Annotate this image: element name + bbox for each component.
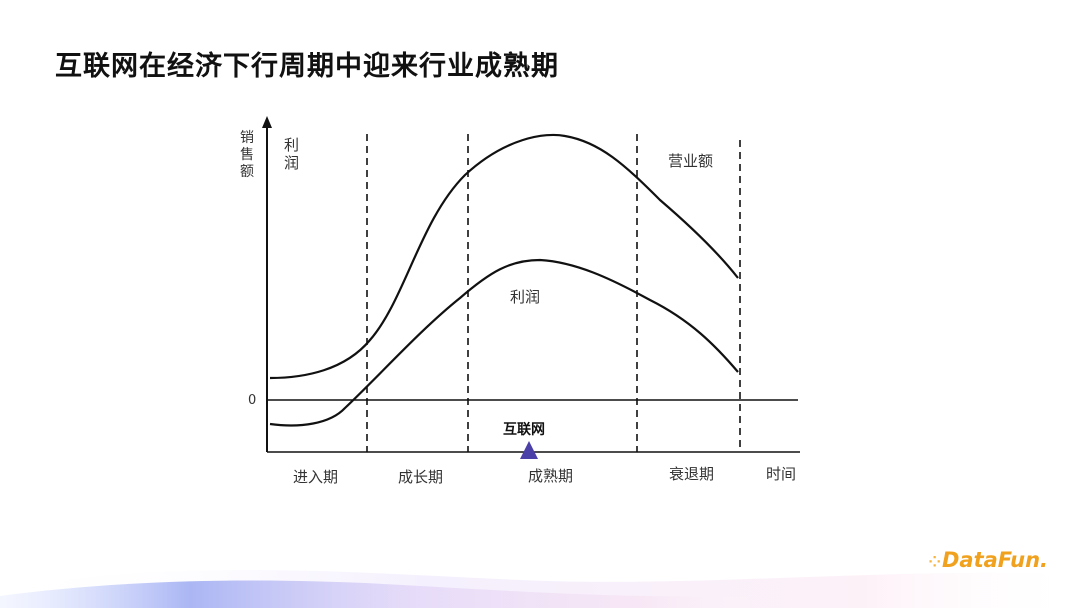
y-axis-label-char-2: 售 (240, 147, 254, 163)
y-axis-arrow (262, 116, 272, 128)
marker-triangle (520, 441, 538, 459)
y-axis-label: 销 售 额 (240, 130, 258, 180)
profit-axis-label: 利 润 (284, 136, 304, 172)
stage-label-3: 成熟期 (528, 467, 573, 485)
stage-label-1: 进入期 (293, 468, 338, 486)
page-title: 互联网在经济下行周期中迎来行业成熟期 (55, 51, 559, 82)
revenue-curve (269, 133, 739, 380)
y-axis-label-char-1: 销 (240, 130, 254, 146)
datafun-logo: ⁘DataFun. (928, 548, 1048, 572)
profit-axis-label-char-1: 利 (284, 136, 299, 154)
marker-label: 互联网 (503, 422, 545, 438)
stage-label-2: 成长期 (398, 468, 443, 486)
y-axis-label-char-3: 额 (240, 164, 254, 180)
logo-text: DataFun. (941, 548, 1048, 572)
stage-label-4: 衰退期 (669, 465, 714, 483)
profit-curve-label: 利润 (510, 288, 540, 306)
x-axis-label: 时间 (766, 465, 796, 483)
zero-label: 0 (248, 393, 256, 408)
profit-curve (269, 258, 739, 427)
revenue-curve-label: 营业额 (668, 152, 713, 170)
logo-dots-icon: ⁘ (928, 553, 941, 571)
profit-axis-label-char-2: 润 (284, 154, 299, 172)
